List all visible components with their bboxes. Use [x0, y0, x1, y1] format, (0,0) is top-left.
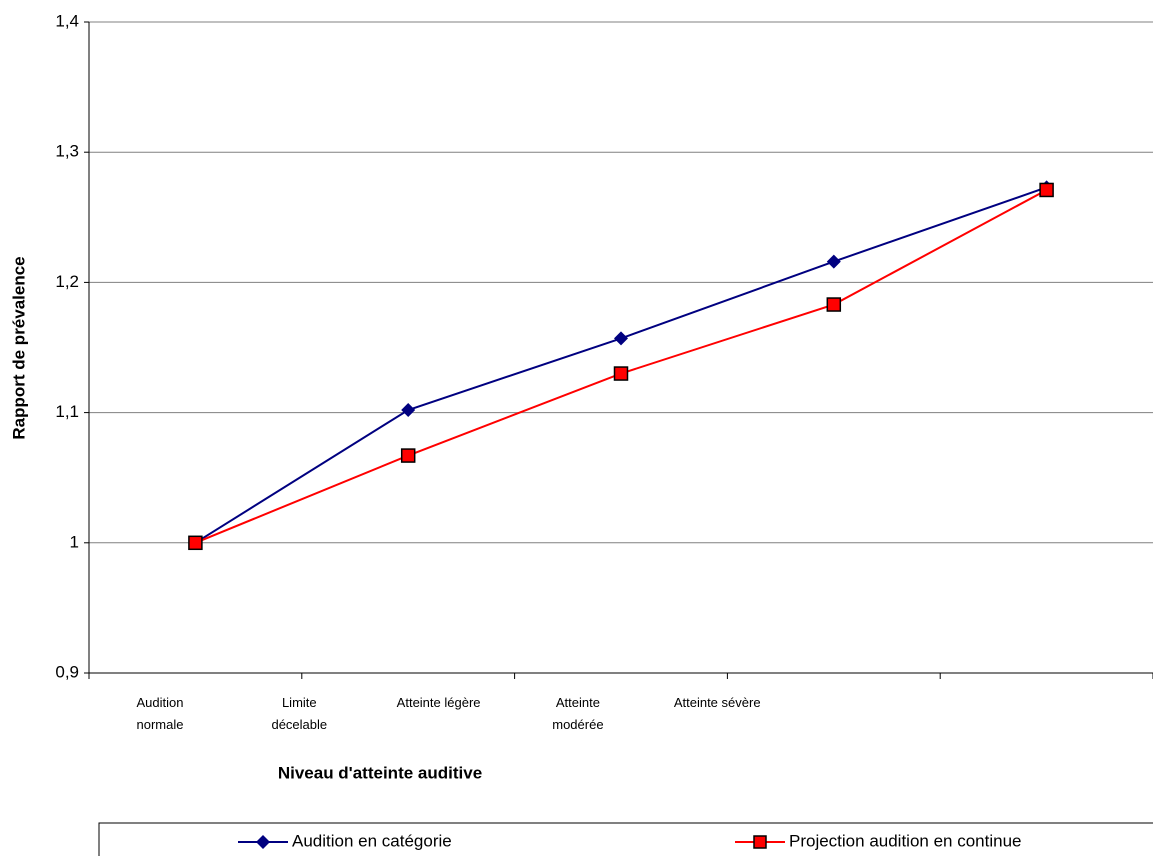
y-tick-label: 1,1 — [55, 402, 79, 421]
x-tick-label: Atteinte légère — [396, 695, 481, 710]
data-point — [613, 366, 629, 381]
data-point — [1039, 182, 1054, 198]
y-tick-label: 1,3 — [55, 142, 79, 161]
data-point — [614, 331, 628, 346]
data-point — [401, 402, 416, 417]
data-point — [826, 254, 841, 269]
x-tick-label: Limite décelable — [271, 695, 328, 732]
data-point — [188, 535, 203, 551]
x-axis-label: Niveau d'atteinte auditive — [278, 763, 482, 782]
data-point — [826, 297, 842, 312]
legend-box — [98, 822, 1153, 856]
data-point — [400, 448, 416, 463]
y-tick-label: 1 — [70, 532, 79, 551]
legend-marker — [256, 835, 270, 849]
legend-marker — [753, 835, 767, 849]
legend-label: Audition en catégorie — [292, 831, 452, 850]
y-tick-label: 1,2 — [55, 272, 79, 291]
legend-label: Projection audition en continue — [789, 831, 1022, 850]
x-tick-label: Atteinte modérée — [552, 695, 604, 732]
y-tick-label: 0,9 — [55, 662, 79, 681]
x-tick-label: Audition normale — [136, 695, 184, 732]
x-tick-label: Atteinte sévère — [673, 695, 761, 710]
y-tick-label: 1,4 — [55, 11, 79, 30]
y-axis-label: Rapport de prévalence — [9, 256, 28, 439]
